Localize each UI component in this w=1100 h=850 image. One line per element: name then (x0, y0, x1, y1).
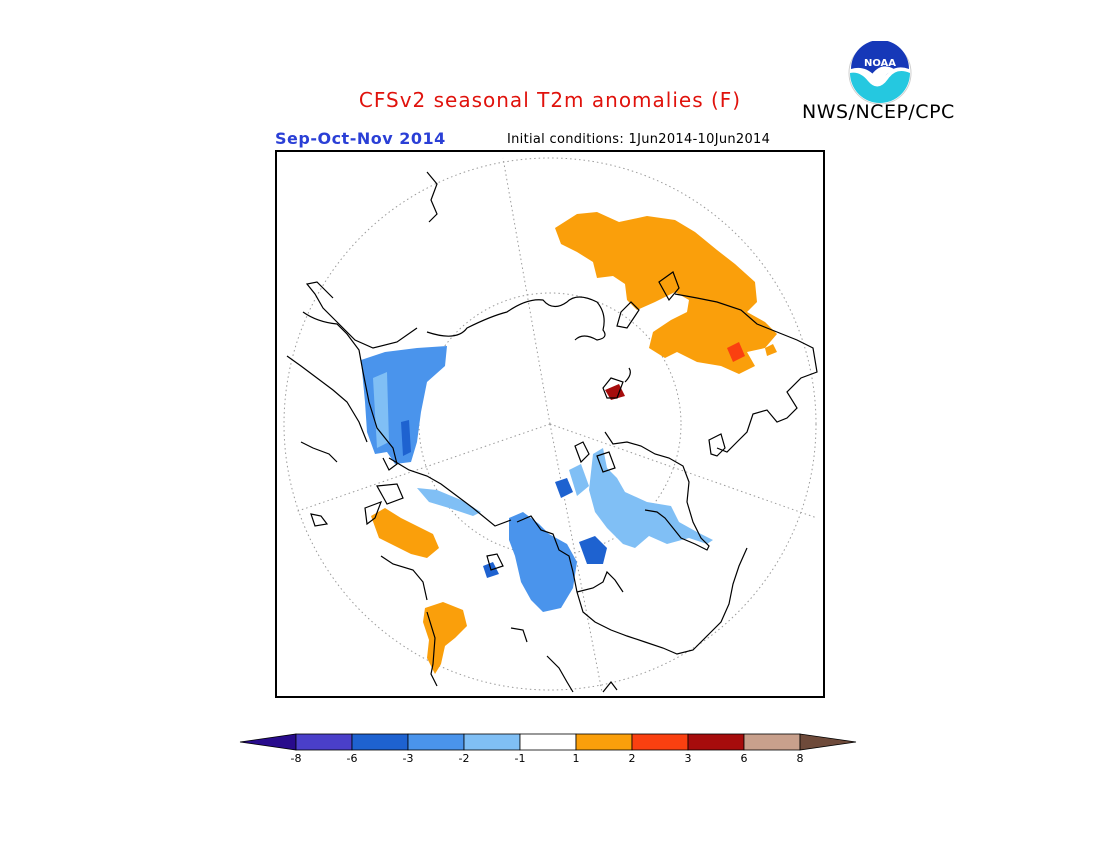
colorbar-bin (519, 733, 577, 751)
colorbar-bin (295, 733, 353, 751)
colorbar-bin (351, 733, 409, 751)
colorbar-bin (631, 733, 689, 751)
colorbar-tick-label: -6 (346, 752, 358, 765)
colorbar-tick-label: 8 (796, 752, 804, 765)
colorbar-bin (743, 733, 801, 751)
anomaly-cool-europe (361, 346, 447, 464)
color-bar (238, 733, 862, 773)
colorbar-max-arrow (799, 733, 857, 751)
polar-map (275, 150, 825, 698)
coastlines (286, 171, 818, 693)
chart-title: CFSv2 seasonal T2m anomalies (F) (358, 88, 742, 112)
colorbar-bin (575, 733, 633, 751)
colorbar-min-arrow (239, 733, 297, 751)
colorbar-bin (687, 733, 745, 751)
agency-label: NWS/NCEP/CPC (802, 101, 955, 123)
colorbar-tick-label: -1 (514, 752, 526, 765)
noaa-logo-icon: NOAA (848, 40, 912, 105)
colorbar-tick-label: 3 (684, 752, 692, 765)
colorbar-tick-label: 2 (628, 752, 636, 765)
colorbar-bin (407, 733, 465, 751)
colorbar-tick-label: 6 (740, 752, 748, 765)
colorbar-tick-label: -3 (402, 752, 414, 765)
anomaly-cool-namerica (417, 448, 713, 612)
anomaly-warm-africa (371, 508, 467, 674)
svg-text:NOAA: NOAA (864, 58, 896, 69)
anomaly-warm-asia (555, 212, 777, 400)
colorbar-tick-label: -8 (290, 752, 302, 765)
graticule (283, 157, 818, 693)
colorbar-tick-label: 1 (572, 752, 580, 765)
season-label: Sep-Oct-Nov 2014 (275, 129, 446, 148)
colorbar-tick-label: -2 (458, 752, 470, 765)
initial-conditions-label: Initial conditions: 1Jun2014-10Jun2014 (507, 132, 771, 147)
colorbar-bin (463, 733, 521, 751)
